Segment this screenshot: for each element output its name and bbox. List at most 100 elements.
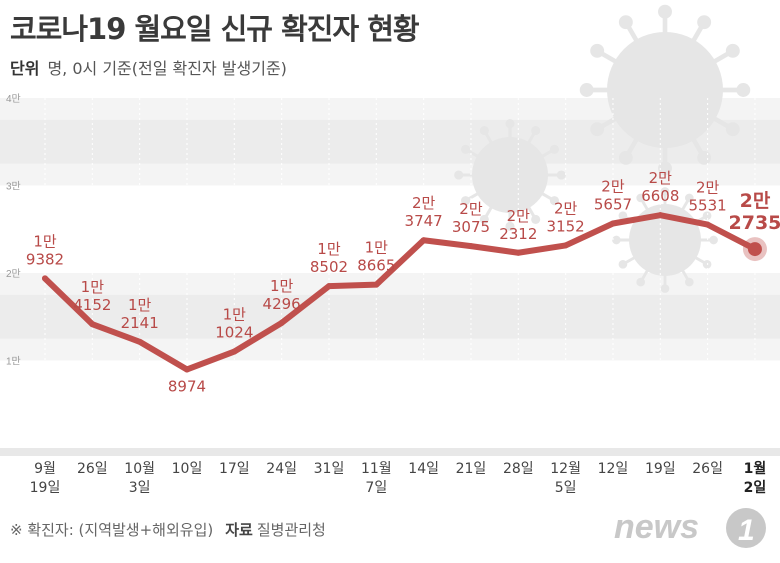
x-tick-label: 28일 <box>503 461 534 477</box>
x-tick-label: 19일 <box>645 461 676 477</box>
virus-spike-tip <box>590 122 605 137</box>
y-tick-label: 3만 <box>6 181 21 193</box>
data-label-unit: 1만 <box>128 296 152 314</box>
data-point-latest <box>747 242 762 257</box>
x-tick-label-line2: 5일 <box>555 480 577 496</box>
source-label: 자료 <box>225 521 253 539</box>
data-point <box>515 249 522 256</box>
data-point <box>325 283 332 290</box>
virus-spike-tip <box>549 144 559 154</box>
virus-spike-tip <box>461 196 471 206</box>
x-tick-label: 26일 <box>692 461 723 477</box>
data-label-unit: 2만 <box>649 169 673 187</box>
data-point <box>657 212 664 219</box>
data-label: 4296 <box>263 295 301 313</box>
virus-spike-tip <box>618 150 633 165</box>
virus-body <box>472 137 548 213</box>
virus-spike-tip <box>618 259 628 269</box>
x-tick-label-line2: 19일 <box>30 480 61 496</box>
unit-label: 단위 <box>10 59 40 78</box>
virus-spike-tip <box>461 144 471 154</box>
virus-body <box>607 32 723 148</box>
x-tick-label: 17일 <box>219 461 250 477</box>
virus-spike-tip <box>660 284 670 293</box>
x-tick-label: 10일 <box>172 461 203 477</box>
data-point <box>231 348 238 355</box>
data-point <box>89 321 96 328</box>
data-point <box>562 242 569 249</box>
footer-note: ※ 확진자: (지역발생+해외유입) 자료 질병관리청 <box>10 519 326 540</box>
logo-one: 1 <box>738 514 755 547</box>
y-tick-label: 2만 <box>6 268 21 280</box>
virus-spike-tip <box>709 235 718 245</box>
data-point <box>609 220 616 227</box>
x-tick-label: 1월 <box>744 460 767 477</box>
data-label-unit: 1만 <box>81 278 105 296</box>
data-label: 4152 <box>73 296 111 314</box>
virus-spike-tip <box>531 126 541 136</box>
unit-text: 명, 0시 기준(전일 확진자 발생기준) <box>47 59 287 78</box>
virus-spike-tip <box>479 126 489 136</box>
x-tick-label: 31일 <box>314 461 345 477</box>
data-label: 9382 <box>26 250 64 268</box>
data-label-unit: 1만 <box>223 306 247 324</box>
data-label-unit: 2만 <box>740 190 771 212</box>
logo-text: news <box>614 508 699 546</box>
virus-spike-tip <box>505 119 515 129</box>
virus-spike-tip <box>579 83 594 97</box>
data-label-unit: 2만 <box>554 199 578 217</box>
x-tick-label-line2: 7일 <box>365 480 387 496</box>
data-label: 5531 <box>689 197 727 215</box>
data-label-unit: 2만 <box>507 207 531 225</box>
data-label: 8502 <box>310 258 348 276</box>
x-tick-label: 11월 <box>361 461 392 477</box>
data-point <box>183 366 190 373</box>
x-tick-label: 12월 <box>550 461 581 477</box>
virus-spike-tip <box>531 214 541 224</box>
virus-spike-tip <box>736 83 751 97</box>
data-label: 3747 <box>405 212 443 230</box>
data-label: 5657 <box>594 196 632 214</box>
x-tick-label: 24일 <box>266 461 297 477</box>
y-tick-label: 1만 <box>6 356 21 368</box>
virus-spike-tip <box>725 122 740 137</box>
x-tick-label-line2: 3일 <box>129 480 151 496</box>
virus-spike-tip <box>636 277 646 287</box>
data-point <box>704 221 711 228</box>
virus-spike-tip <box>556 170 566 180</box>
virus-spike-tip <box>454 170 464 180</box>
data-point <box>278 319 285 326</box>
unit-note: 단위 명, 0시 기준(전일 확진자 발생기준) <box>10 55 287 79</box>
data-label-unit: 1만 <box>270 277 294 295</box>
virus-spike-tip <box>549 196 559 206</box>
data-label-unit: 2만 <box>696 179 720 197</box>
virus-spike-tip <box>684 193 694 203</box>
source-name: 질병관리청 <box>256 521 326 539</box>
virus-spike-tip <box>697 15 712 30</box>
data-label: 6608 <box>641 187 679 205</box>
virus-spike-tip <box>684 277 694 287</box>
data-label-unit: 2만 <box>601 178 625 196</box>
data-label-unit: 1만 <box>33 232 57 250</box>
data-label: 2141 <box>121 314 159 332</box>
virus-spike-tip <box>505 221 515 231</box>
virus-spike-tip <box>725 43 740 58</box>
virus-large <box>579 4 751 176</box>
page-title: 코로나19 월요일 신규 확진자 현황 <box>10 12 420 46</box>
virus-medium <box>454 119 566 231</box>
axis-layer: 1만 2만 3만 4만 9월 19일 26일 10월 3일 10일 17일 24일 31일 11월 7일 14… <box>0 93 780 496</box>
virus-spike-tip <box>697 150 712 165</box>
data-label-unit: 1만 <box>317 240 341 258</box>
data-label-unit: 2만 <box>459 200 483 218</box>
x-tick-label: 10월 <box>124 461 155 477</box>
x-tick-label: 21일 <box>456 461 487 477</box>
data-point <box>420 237 427 244</box>
virus-spike-tip <box>590 43 605 58</box>
x-tick-label: 9월 <box>34 461 56 477</box>
background-bands <box>0 98 780 361</box>
virus-spike-tip <box>636 193 646 203</box>
logo-circle <box>726 508 766 548</box>
x-axis-bar <box>0 448 780 456</box>
x-tick-label: 26일 <box>77 461 108 477</box>
